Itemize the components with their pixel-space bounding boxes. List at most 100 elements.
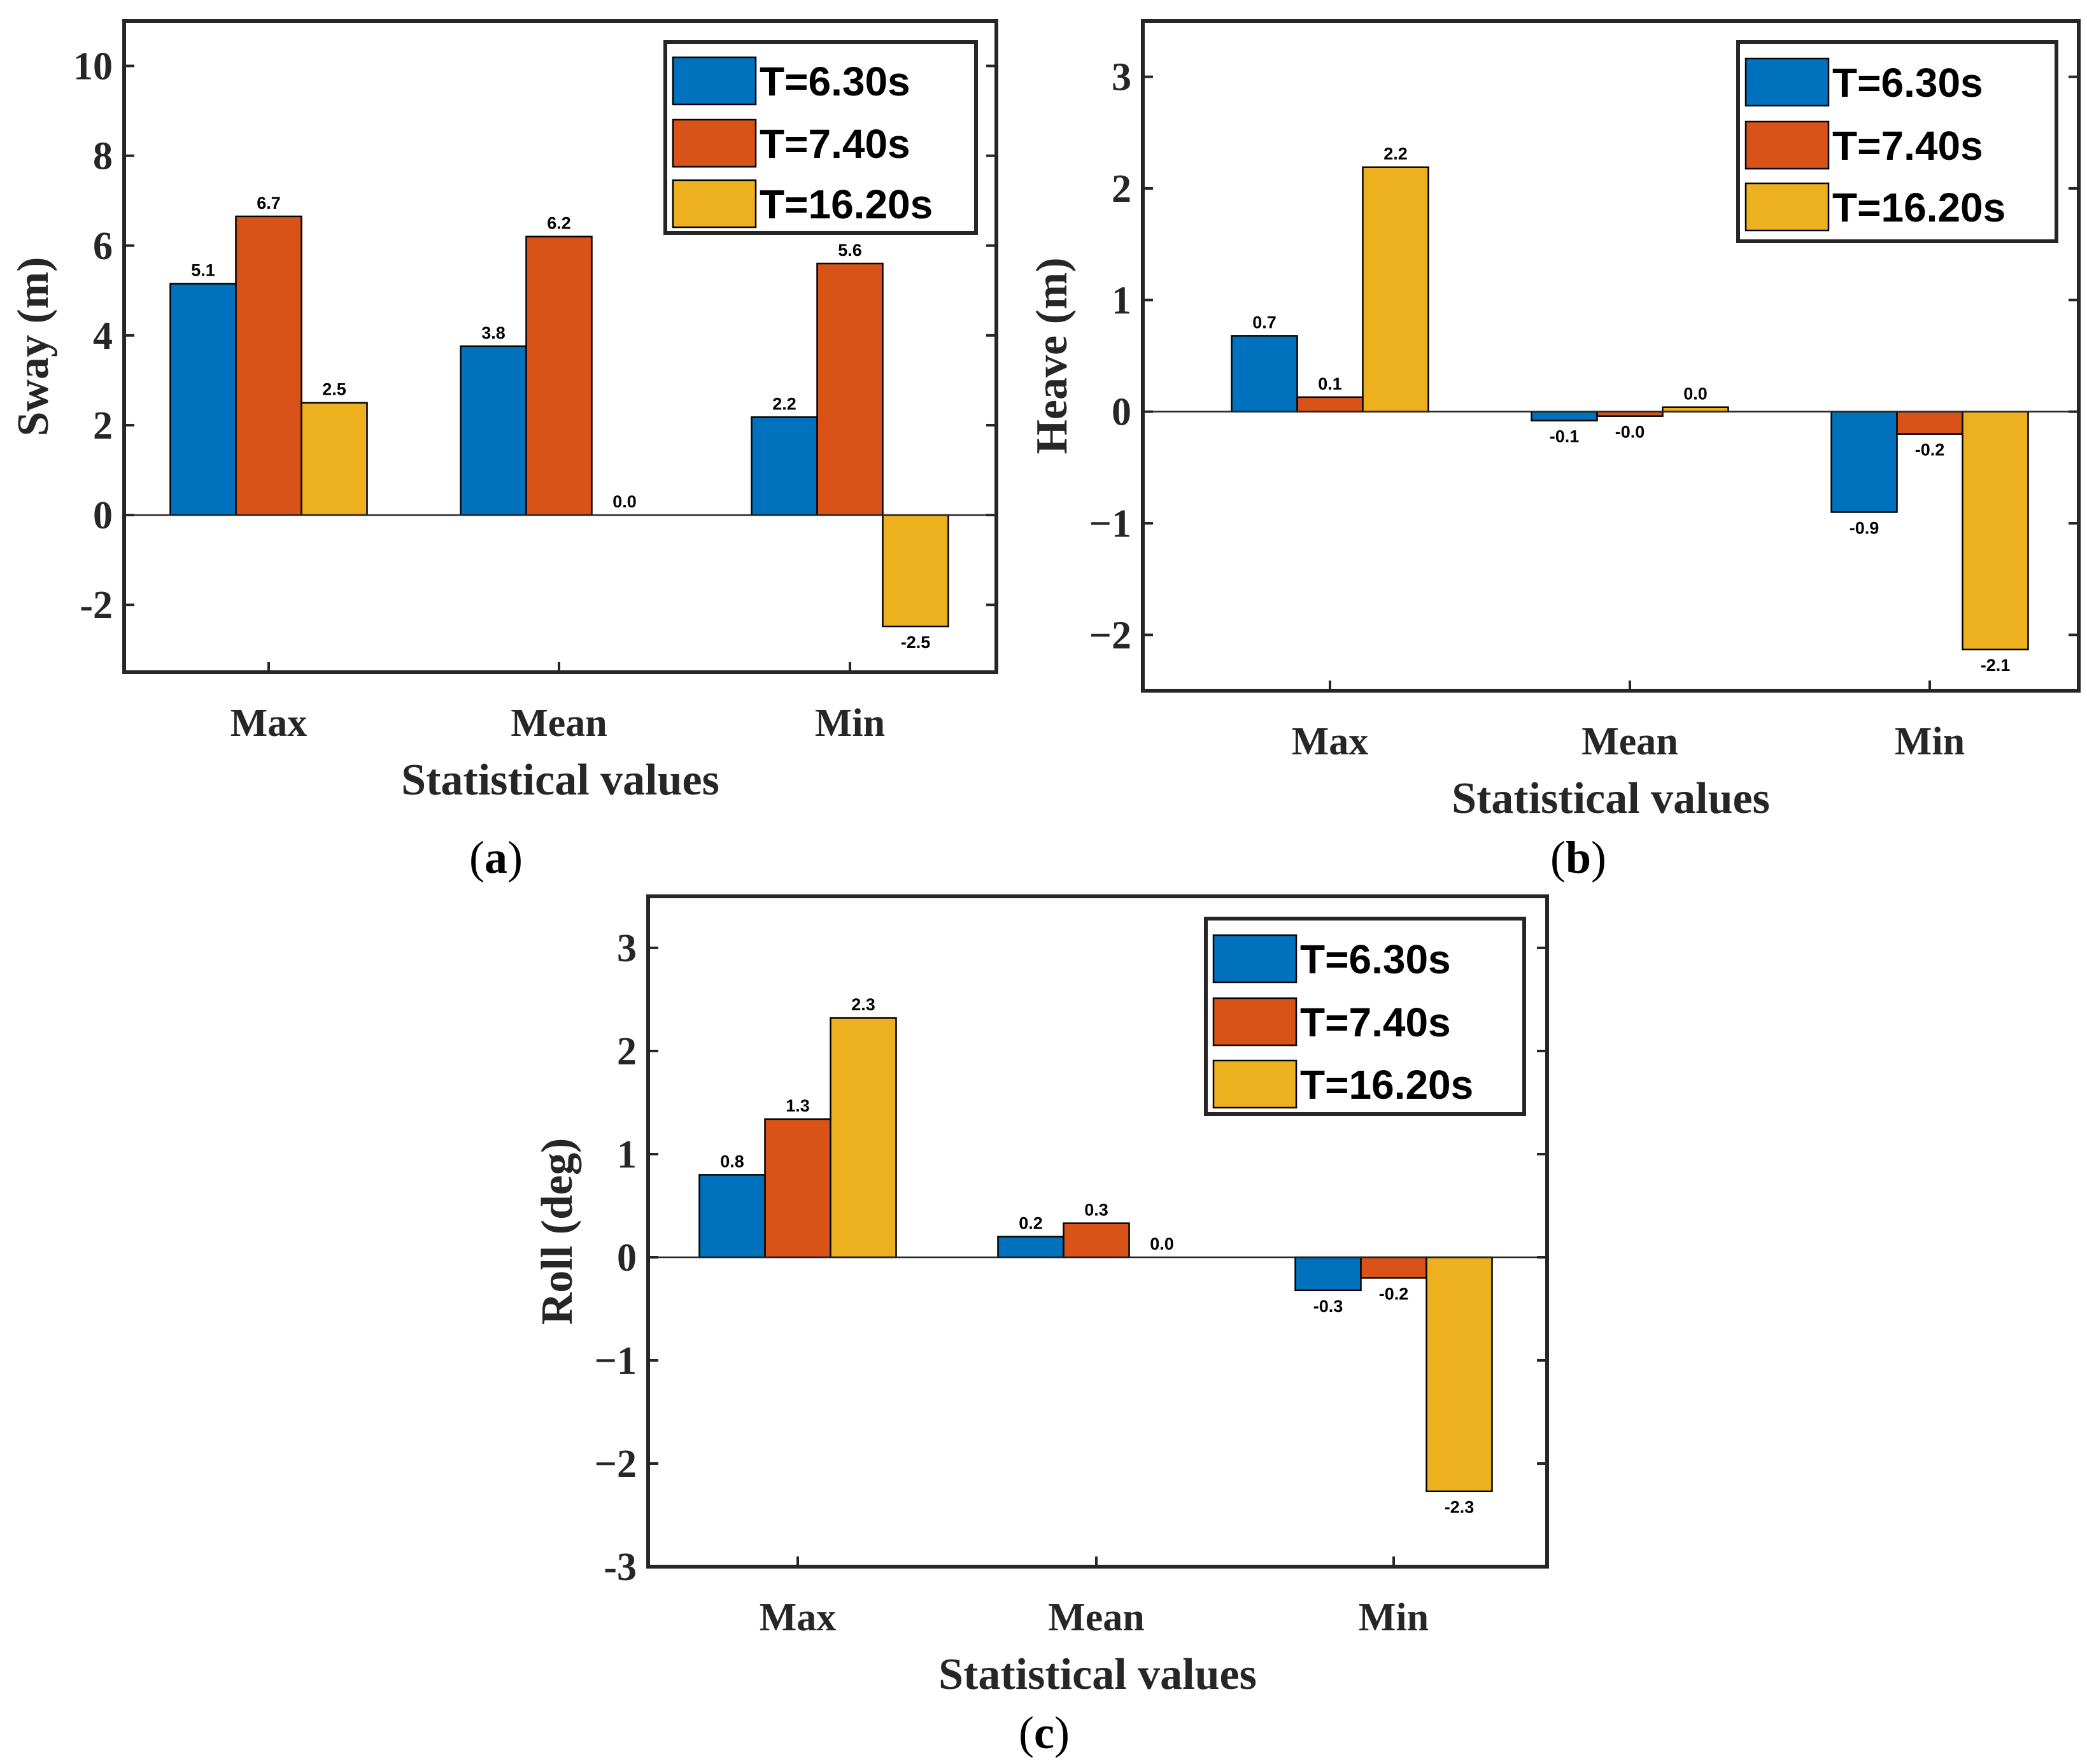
captions: (a) (b) (c)	[469, 832, 1606, 1758]
y-tick-label: 0	[617, 1236, 637, 1280]
x-tick-label: Mean	[1581, 720, 1678, 763]
data-label: -0.3	[1313, 1297, 1343, 1316]
panel-caption: (a)	[469, 832, 523, 883]
legend-entry: T=6.30s	[760, 59, 910, 104]
bar	[1962, 411, 2029, 651]
bar	[1531, 411, 1598, 421]
x-tick-label: Max	[230, 702, 308, 745]
bar	[1231, 335, 1298, 413]
legend-swatch	[1744, 182, 1830, 232]
y-tick-label: 2	[1112, 167, 1131, 211]
y-tick-label: 3	[1112, 56, 1131, 99]
x-axis-label: Statistical values	[1452, 774, 1770, 823]
legend-swatch	[672, 118, 757, 168]
data-label: 0.1	[1318, 374, 1342, 393]
legend-swatch	[672, 56, 757, 106]
y-tick-label: 3	[617, 927, 637, 970]
bar	[1362, 166, 1429, 413]
x-axis-label: Statistical values	[401, 756, 719, 805]
y-axis-label: Sway (m)	[9, 257, 58, 437]
legend-swatch	[672, 179, 757, 229]
bar	[698, 1174, 766, 1259]
data-label: -2.5	[901, 633, 931, 652]
y-tick-label: −2	[1089, 614, 1131, 657]
y-tick-label: -3	[604, 1546, 637, 1589]
y-tick-label: −1	[595, 1339, 637, 1383]
data-label: -0.0	[1615, 423, 1645, 442]
legend-entry: T=16.20s	[1300, 1062, 1473, 1108]
bar	[301, 402, 368, 516]
legend-entry: T=6.30s	[1832, 60, 1983, 106]
data-label: -2.3	[1445, 1498, 1475, 1517]
y-tick-label: 2	[93, 404, 113, 448]
data-label: -0.2	[1915, 441, 1945, 460]
data-label: 2.2	[1383, 145, 1408, 164]
legend-entry: T=7.40s	[1832, 123, 1983, 169]
bar	[1063, 1222, 1130, 1259]
legend-entry: T=7.40s	[760, 121, 910, 167]
bar	[830, 1017, 897, 1259]
bar	[235, 215, 302, 516]
data-label: 0.0	[1683, 385, 1708, 404]
data-label: 6.7	[257, 194, 281, 213]
x-tick-label: Min	[1359, 1596, 1429, 1639]
y-tick-label: 2	[617, 1030, 637, 1073]
data-label: 0.0	[612, 492, 637, 511]
legend-entry: T=16.20s	[1832, 185, 2006, 230]
bar	[1296, 396, 1364, 413]
y-tick-label: -2	[80, 584, 113, 627]
legend-swatch	[1744, 57, 1830, 107]
bar	[1426, 1256, 1493, 1492]
panel-c: -3 −2 −1 0 1 2 3 Max Mean Min 0.8 0.2 -0.3 1.3 0.3 -0.2…	[533, 894, 1549, 1699]
y-tick-label: 10	[73, 45, 113, 88]
legend: T=6.30s T=7.40s T=16.20s	[1204, 917, 1526, 1116]
legend-swatch	[1744, 120, 1830, 170]
y-tick-label: 0	[1112, 391, 1131, 434]
data-label: 1.3	[786, 1096, 810, 1115]
bar	[1294, 1256, 1362, 1292]
y-tick-label: −2	[595, 1443, 637, 1486]
y-axis-label: Roll (deg)	[533, 1138, 582, 1325]
x-tick-label: Max	[1292, 720, 1369, 763]
x-tick-label: Min	[815, 702, 885, 745]
x-axis-label: Statistical values	[938, 1650, 1257, 1699]
data-label: 0.2	[1019, 1214, 1043, 1233]
legend-swatch	[1212, 934, 1298, 984]
y-axis-label: Heave (m)	[1028, 257, 1077, 454]
bar	[816, 262, 884, 516]
y-tick-label: 4	[93, 314, 113, 358]
legend-swatch	[1212, 997, 1298, 1047]
panel-caption: (c)	[1019, 1707, 1070, 1758]
y-tick-label: 1	[1112, 279, 1131, 322]
legend-entry: T=16.20s	[760, 181, 933, 227]
legend-swatch	[1212, 1059, 1298, 1109]
x-tick-label: Max	[760, 1596, 837, 1639]
data-label: 5.6	[838, 241, 862, 260]
bar	[751, 416, 818, 516]
data-label: 3.8	[481, 323, 506, 342]
data-label: 0.3	[1084, 1201, 1108, 1220]
y-tick-label: 6	[93, 225, 113, 268]
bar	[460, 345, 527, 516]
legend: T=6.30s T=7.40s T=16.20s	[1736, 40, 2058, 243]
data-label: 6.2	[547, 214, 571, 233]
x-tick-label: Mean	[1048, 1596, 1145, 1639]
data-label: 0.7	[1252, 313, 1277, 332]
data-label: 0.0	[1150, 1234, 1174, 1253]
bar	[1830, 411, 1898, 513]
bar	[764, 1118, 831, 1259]
data-label: -0.9	[1850, 518, 1879, 537]
legend-entry: T=6.30s	[1300, 936, 1451, 982]
data-label: -0.2	[1379, 1284, 1409, 1303]
panel-b: −2 −1 0 1 2 3 Max Mean Min 0.7 -0.1 -0.9 0.1 -0.0 -0.2…	[1028, 19, 2081, 823]
panel-a: -2 0 2 4 6 8 10 Max Mean Min 5.1 3.8 2.2 6.7 6.2 5.6 2.5…	[9, 19, 998, 805]
data-label: 2.3	[851, 995, 875, 1014]
y-tick-label: 8	[93, 135, 113, 178]
bar	[525, 236, 593, 516]
bar	[1896, 411, 1963, 435]
data-label: 5.1	[191, 261, 215, 280]
data-label: 2.2	[772, 394, 796, 413]
panel-caption: (b)	[1550, 832, 1606, 883]
y-tick-label: 1	[617, 1133, 637, 1176]
